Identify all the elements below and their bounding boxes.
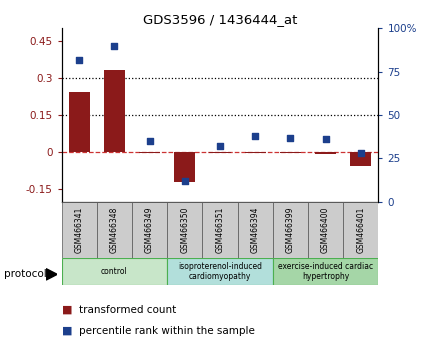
Text: protocol: protocol — [4, 269, 47, 279]
Text: ■: ■ — [62, 305, 72, 315]
Bar — [167, 202, 202, 258]
Point — [252, 133, 259, 139]
Bar — [97, 202, 132, 258]
Text: GSM466351: GSM466351 — [216, 207, 224, 253]
Bar — [202, 202, 238, 258]
Text: GSM466400: GSM466400 — [321, 207, 330, 253]
Text: GSM466399: GSM466399 — [286, 207, 295, 253]
Bar — [238, 202, 273, 258]
Point — [146, 138, 153, 144]
Text: exercise-induced cardiac
hypertrophy: exercise-induced cardiac hypertrophy — [278, 262, 373, 281]
Text: GSM466349: GSM466349 — [145, 207, 154, 253]
Point — [357, 150, 364, 156]
Point — [111, 43, 118, 48]
Polygon shape — [46, 269, 57, 280]
Point — [76, 57, 83, 62]
Text: GSM466401: GSM466401 — [356, 207, 365, 253]
Text: GSM466350: GSM466350 — [180, 207, 189, 253]
Text: GSM466394: GSM466394 — [251, 207, 260, 253]
Bar — [273, 202, 308, 258]
Bar — [273, 258, 378, 285]
Bar — [280, 152, 301, 154]
Bar — [62, 202, 97, 258]
Text: transformed count: transformed count — [79, 305, 176, 315]
Bar — [174, 152, 195, 182]
Point — [322, 137, 329, 142]
Point — [181, 178, 188, 184]
Bar — [315, 152, 336, 154]
Bar — [132, 202, 167, 258]
Title: GDS3596 / 1436444_at: GDS3596 / 1436444_at — [143, 13, 297, 26]
Bar — [209, 152, 231, 154]
Bar — [139, 152, 160, 154]
Bar — [167, 258, 273, 285]
Point — [216, 143, 224, 149]
Text: control: control — [101, 267, 128, 276]
Bar — [350, 152, 371, 166]
Text: GSM466348: GSM466348 — [110, 207, 119, 253]
Text: ■: ■ — [62, 326, 72, 336]
Bar — [69, 92, 90, 152]
Bar — [308, 202, 343, 258]
Text: percentile rank within the sample: percentile rank within the sample — [79, 326, 255, 336]
Text: isoproterenol-induced
cardiomyopathy: isoproterenol-induced cardiomyopathy — [178, 262, 262, 281]
Text: GSM466341: GSM466341 — [75, 207, 84, 253]
Bar — [245, 152, 266, 154]
Point — [287, 135, 294, 141]
Bar — [62, 258, 167, 285]
Bar — [343, 202, 378, 258]
Bar — [104, 70, 125, 152]
